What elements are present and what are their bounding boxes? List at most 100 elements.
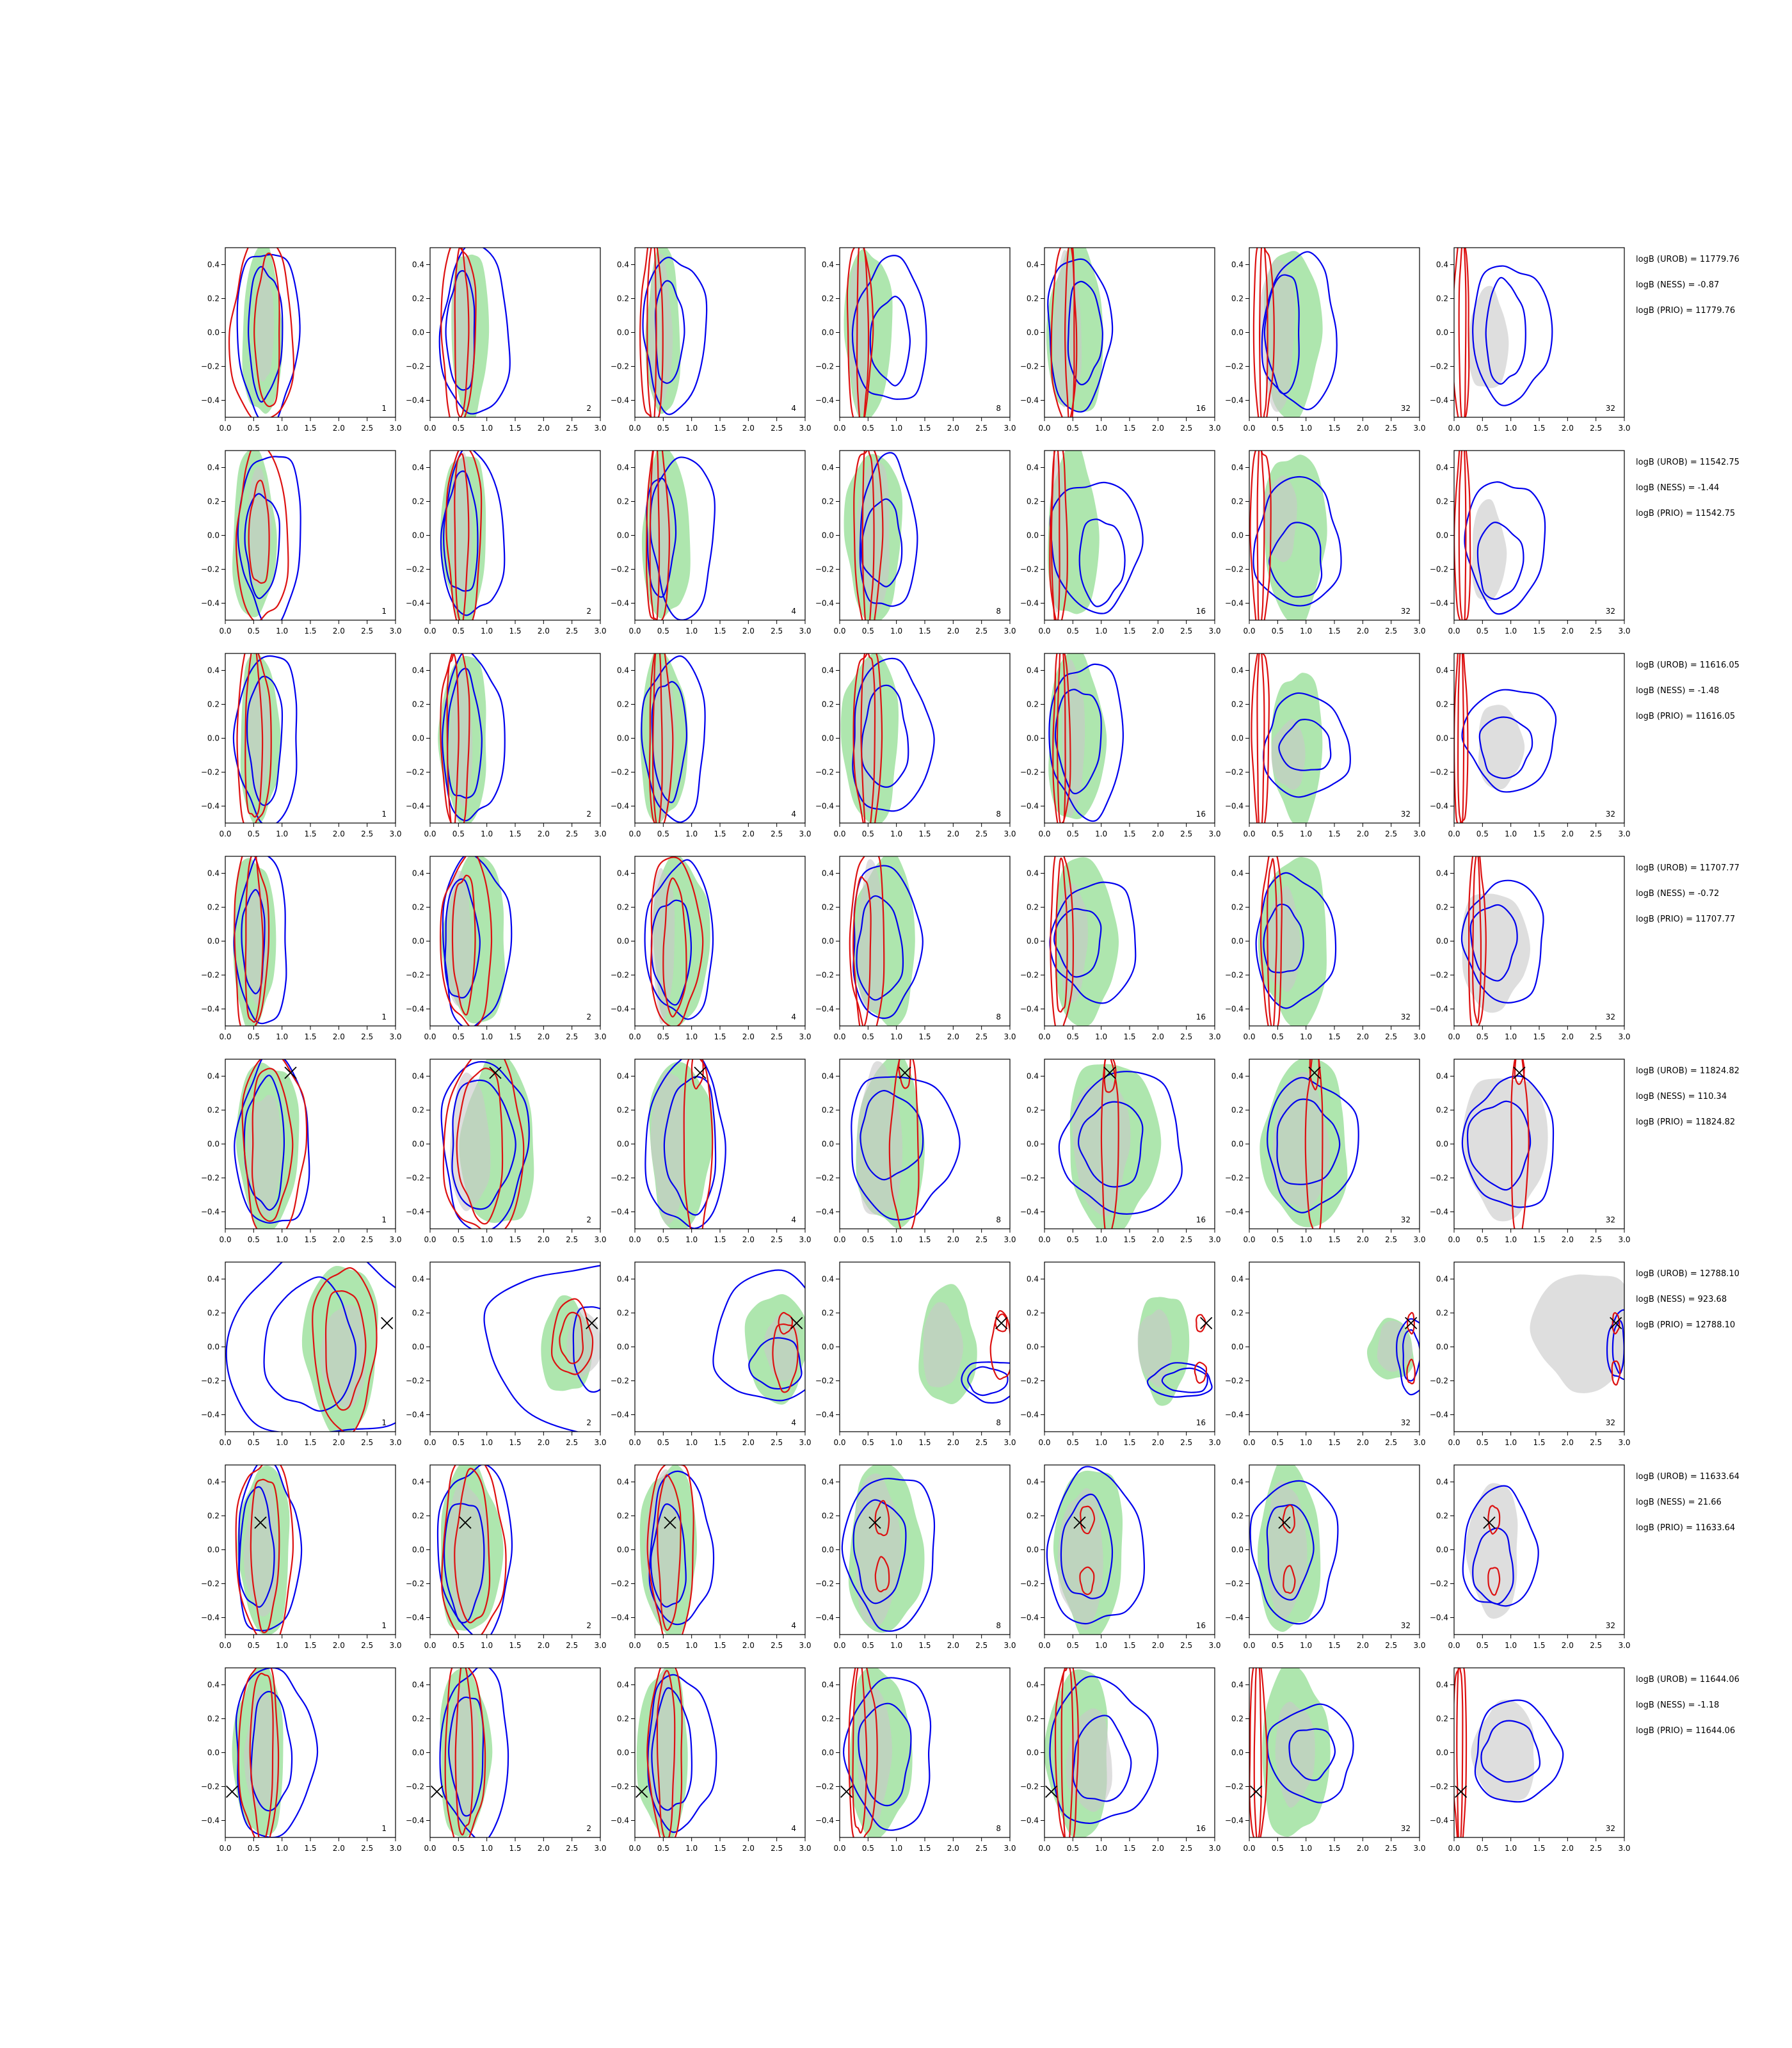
x-tick-label: 1.0 <box>890 1438 902 1447</box>
y-tick-label: 0.2 <box>1436 1106 1448 1115</box>
y-tick-label: 0.4 <box>617 1072 629 1081</box>
y-tick-label: −0.2 <box>201 362 220 371</box>
logb-annotation: logB (NESS) = -0.87 <box>1636 280 1719 290</box>
plot-area <box>644 856 714 1026</box>
y-tick-label: 0.2 <box>412 1106 424 1115</box>
panel-r1-c6: 0.0 0.5 1.0 1.5 2.0 2.5 3.0 −0.4 −0.2 0.0 0.2 0.4 32 <box>1225 247 1426 433</box>
x-tick-label: 1.0 <box>1095 829 1107 838</box>
y-tick-label: 0.4 <box>1436 463 1448 472</box>
x-tick-label: 1.0 <box>1505 1032 1517 1041</box>
x-tick-label: 1.5 <box>1328 1235 1340 1244</box>
y-tick-label: 0.4 <box>412 666 424 675</box>
y-tick-label: 0.4 <box>822 260 834 269</box>
x-tick-label: 2.5 <box>1180 627 1192 636</box>
y-tick-label: 0.0 <box>1231 734 1244 743</box>
x-tick-label: 2.5 <box>566 1844 578 1853</box>
red-contour <box>1260 856 1283 1026</box>
y-tick-label: −0.4 <box>1020 1005 1039 1014</box>
column-label: 1 <box>381 1012 387 1021</box>
x-tick-label: 0.5 <box>248 829 260 838</box>
true-value-marker <box>489 1066 502 1079</box>
logb-annotation: logB (NESS) = -0.72 <box>1636 889 1719 899</box>
column-label: 16 <box>1196 404 1206 413</box>
y-tick-label: 0.0 <box>412 1748 424 1757</box>
y-tick-label: 0.4 <box>1027 666 1039 675</box>
x-tick-label: 1.0 <box>1505 627 1517 636</box>
x-tick-label: 0.5 <box>862 1032 874 1041</box>
grey-density-fill <box>648 1669 678 1826</box>
blue-contour <box>851 255 927 400</box>
y-tick-label: 0.4 <box>1436 260 1448 269</box>
plot-area <box>438 248 511 417</box>
x-tick-label: 1.0 <box>1300 1438 1312 1447</box>
x-tick-label: 0.0 <box>1038 829 1050 838</box>
panel-r5-c7: 0.0 0.5 1.0 1.5 2.0 2.5 3.0 −0.4 −0.2 0.0 0.2 0.4 32 <box>1430 1059 1631 1244</box>
plot-area <box>233 856 287 1026</box>
red-contour <box>989 1310 1010 1380</box>
panel-r7-c3: 0.0 0.5 1.0 1.5 2.0 2.5 3.0 −0.4 −0.2 0.0 0.2 0.4 4 <box>611 1464 812 1650</box>
red-contour <box>1049 451 1068 620</box>
red-contour <box>236 653 272 823</box>
red-contour <box>1468 856 1487 1026</box>
x-tick-label: 2.5 <box>566 424 578 433</box>
y-tick-label: −0.4 <box>1020 1613 1039 1622</box>
column-label: 32 <box>1606 1418 1615 1427</box>
column-label: 1 <box>381 1621 387 1630</box>
panel-r2-c4: 0.0 0.5 1.0 1.5 2.0 2.5 3.0 −0.4 −0.2 0.0 0.2 0.4 8 <box>815 450 1016 636</box>
red-contour <box>1196 1314 1206 1332</box>
y-tick-label: −0.4 <box>815 1613 834 1622</box>
grey-density-fill <box>444 870 474 1007</box>
blue-contour <box>444 1503 485 1624</box>
plot-area <box>1058 1059 1183 1229</box>
y-tick-label: 0.0 <box>207 1748 220 1757</box>
x-tick-label: 1.0 <box>685 627 698 636</box>
plot-area <box>840 653 935 823</box>
blue-contour <box>1267 1076 1359 1213</box>
x-tick-label: 3.0 <box>389 829 401 838</box>
y-tick-label: −0.2 <box>406 1174 424 1183</box>
red-contour <box>559 1311 584 1364</box>
y-tick-label: 0.2 <box>822 294 834 303</box>
y-tick-label: 0.4 <box>822 869 834 878</box>
x-tick-label: 2.0 <box>742 829 755 838</box>
y-tick-label: −0.2 <box>1020 565 1039 574</box>
y-tick-label: 0.2 <box>822 497 834 506</box>
y-tick-label: 0.2 <box>1231 700 1244 709</box>
blue-contour <box>1067 280 1103 386</box>
x-tick-label: 0.0 <box>628 1438 641 1447</box>
x-tick-label: 1.5 <box>918 1032 931 1041</box>
x-tick-label: 1.5 <box>1328 627 1340 636</box>
blue-contour <box>859 452 918 607</box>
blue-contour <box>1053 908 1102 978</box>
plot-area <box>1048 653 1124 823</box>
x-tick-label: 2.0 <box>947 1844 959 1853</box>
y-tick-label: 0.4 <box>1027 1072 1039 1081</box>
x-tick-label: 3.0 <box>1618 424 1630 433</box>
x-tick-label: 2.5 <box>771 829 783 838</box>
y-tick-label: 0.2 <box>617 1715 629 1724</box>
x-tick-label: 0.0 <box>1243 1438 1255 1447</box>
x-tick-label: 0.0 <box>1243 424 1255 433</box>
x-tick-label: 2.5 <box>1590 1641 1602 1650</box>
y-tick-label: 0.0 <box>412 1343 424 1352</box>
x-tick-label: 3.0 <box>1004 627 1016 636</box>
red-contour <box>849 856 885 1026</box>
plot-area <box>234 1059 310 1229</box>
x-tick-label: 1.0 <box>481 424 493 433</box>
red-contour <box>1611 1360 1621 1386</box>
y-tick-label: 0.2 <box>412 903 424 912</box>
y-tick-label: −0.4 <box>406 1816 424 1825</box>
panel-r7-c5: 0.0 0.5 1.0 1.5 2.0 2.5 3.0 −0.4 −0.2 0.0 0.2 0.4 16 <box>1020 1464 1221 1650</box>
y-tick-label: −0.2 <box>1225 1580 1244 1588</box>
column-label: 16 <box>1196 1824 1206 1833</box>
blue-contour <box>1462 1485 1539 1607</box>
y-tick-label: 0.4 <box>207 1681 220 1690</box>
y-tick-label: −0.4 <box>1225 599 1244 608</box>
plot-area <box>1530 1274 1624 1393</box>
x-tick-label: 2.0 <box>1357 1438 1369 1447</box>
logb-annotation: logB (PRIO) = 11616.05 <box>1636 712 1735 721</box>
blue-contour <box>860 1090 924 1181</box>
grey-density-fill <box>244 1689 280 1810</box>
blue-contour <box>644 1059 726 1229</box>
blue-contour <box>244 493 281 600</box>
